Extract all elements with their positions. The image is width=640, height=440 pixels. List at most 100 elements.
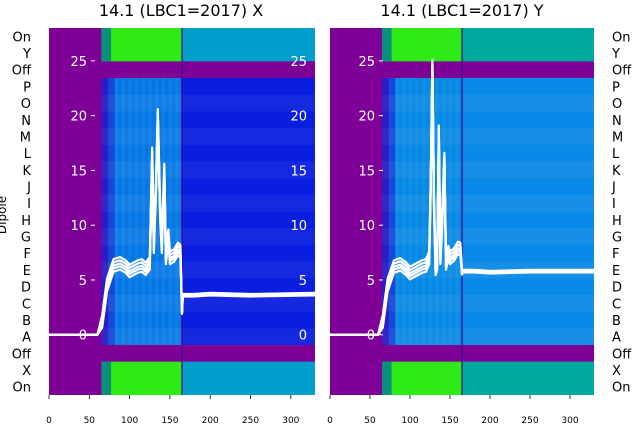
heatmap-cell — [398, 78, 403, 345]
row-label: X — [22, 364, 31, 379]
overlay-tick-label: 20 — [290, 110, 307, 125]
y-axis-label: Dipole — [0, 196, 9, 234]
heatmap-row-band — [101, 194, 315, 212]
heatmap-cell — [108, 78, 112, 345]
heatmap-cell — [385, 78, 390, 345]
heatmap-cell — [138, 78, 143, 345]
overlay-tick-label: 10 — [70, 219, 87, 234]
row-label: E — [612, 264, 620, 279]
heatmap-cell — [141, 78, 146, 345]
heatmap-cell — [124, 78, 129, 345]
row-label: P — [612, 80, 620, 95]
overlay-axis-y: 0 5 10 15 20 25 — [358, 55, 383, 344]
row-label: N — [21, 114, 31, 129]
overlay-tick-label: 20 — [70, 110, 87, 125]
heatmap-cell — [111, 78, 116, 345]
chart-panel-y: 14.1 (LBC1=2017) Y OnYOffPONMLKJIHGFEDCB… — [327, 1, 632, 426]
row-label: On — [13, 30, 31, 45]
heatmap-cell — [448, 78, 453, 345]
overlay-tick-label: 20 — [358, 110, 375, 125]
heatmap-on-band-edge — [382, 28, 392, 62]
heatmap-row-band — [101, 328, 315, 345]
heatmap-cell — [171, 78, 176, 345]
heatmap-cell — [131, 78, 136, 345]
heatmap-cell — [425, 78, 430, 345]
heatmap-row-band — [382, 328, 594, 345]
heatmap-row-band — [382, 294, 594, 312]
row-label: M — [20, 130, 31, 145]
heatmap-on-band-after — [462, 28, 594, 62]
row-label: Off — [612, 64, 632, 79]
x-tick-label: 100 — [121, 416, 138, 426]
heatmap-cell — [442, 78, 446, 345]
row-label: I — [612, 197, 616, 212]
heatmap-row-band — [382, 128, 594, 145]
row-label: D — [612, 281, 622, 296]
heatmap-row-band — [101, 294, 315, 312]
heatmap-cell — [405, 78, 410, 345]
chart-title-y: 14.1 (LBC1=2017) Y — [380, 1, 543, 20]
heatmap-cell — [382, 78, 386, 345]
heatmap-row-band — [382, 228, 594, 245]
row-label: O — [21, 97, 31, 112]
heatmap-cell — [145, 78, 149, 345]
x-tick-label: 250 — [521, 416, 538, 426]
heatmap-cell — [118, 78, 122, 345]
row-label: K — [612, 164, 621, 179]
row-label: X — [612, 364, 621, 379]
heatmap-region-after — [182, 78, 315, 345]
heatmap-row-band — [382, 161, 594, 179]
row-label: On — [612, 30, 630, 45]
overlay-tick-label: 25 — [290, 55, 307, 70]
x-tick-label: 150 — [161, 416, 178, 426]
row-label: L — [612, 147, 620, 162]
heatmap-row-band — [101, 228, 315, 245]
heatmap-cell — [168, 78, 173, 345]
row-label: Off — [12, 347, 32, 362]
row-label: J — [26, 180, 31, 195]
row-label: L — [24, 147, 32, 162]
heatmap-row-band — [101, 94, 315, 112]
x-tick-label: 0 — [46, 416, 52, 426]
row-label: A — [612, 331, 621, 346]
overlay-tick-label: 15 — [358, 164, 375, 179]
heatmap-on-band-edge — [382, 361, 392, 395]
row-label: On — [13, 381, 31, 396]
heatmap-row-band — [382, 194, 594, 212]
heatmap-cell — [134, 78, 139, 345]
heatmap-cell — [445, 78, 450, 345]
overlay-tick-label: 5 — [367, 274, 375, 289]
x-tick-label: 200 — [481, 416, 498, 426]
x-tick-label: 50 — [364, 416, 376, 426]
x-tick-label: 200 — [202, 416, 219, 426]
heatmap-cell — [388, 78, 393, 345]
overlay-axis-x: 0 0 5 5 10 10 15 15 20 20 25 25 — [70, 55, 307, 344]
x-tick-label: 0 — [327, 416, 333, 426]
heatmap-row-band — [101, 128, 315, 145]
heatmap-cell — [418, 78, 423, 345]
x-axis-ticks-y: 0 50 100 150 200 250 300 — [327, 395, 579, 426]
signal-trace-x — [49, 107, 316, 336]
heatmap-cell — [101, 78, 106, 345]
row-label: E — [23, 264, 31, 279]
overlay-tick-label: 10 — [358, 219, 375, 234]
chart-panel-x: 14.1 (LBC1=2017) X Dipole OnYOffPONMLKJI… — [0, 1, 316, 426]
trace-line — [330, 58, 594, 336]
heatmap-cell — [455, 78, 460, 345]
heatmap-cell — [402, 78, 406, 345]
row-label: Y — [22, 47, 31, 62]
row-label: H — [612, 214, 622, 229]
row-label: G — [612, 231, 622, 246]
heatmap-cell — [155, 78, 159, 345]
x-tick-label: 100 — [401, 416, 418, 426]
overlay-tick-label: 25 — [70, 55, 87, 70]
overlay-tick-label: 0 — [299, 329, 307, 344]
row-label: H — [21, 214, 31, 229]
row-label: D — [21, 281, 31, 296]
heatmap-cell — [114, 78, 119, 345]
heatmap-on-band — [382, 361, 462, 395]
overlay-tick-label: 5 — [299, 274, 307, 289]
